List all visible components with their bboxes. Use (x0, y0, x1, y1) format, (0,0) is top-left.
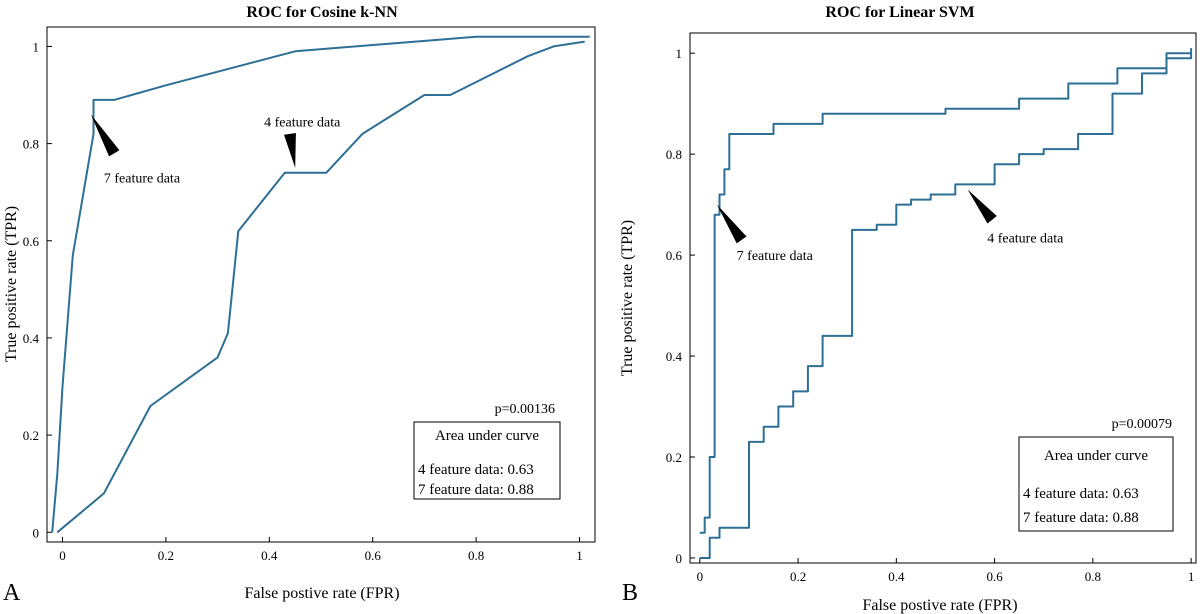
y-tick-label: 0 (33, 525, 40, 540)
y-tick-label: 1 (676, 46, 683, 61)
plot-frame (46, 26, 596, 543)
panel-label: B (622, 580, 638, 606)
y-tick-label: 0.2 (23, 428, 39, 443)
x-tick-label: 0 (697, 569, 704, 584)
chart-title: ROC for Linear SVM (825, 4, 974, 21)
legend-box (1018, 436, 1174, 532)
x-axis-label: False postive rate (FPR) (862, 597, 1017, 614)
x-tick-label: 1 (1188, 569, 1195, 584)
legend-entry: 7 feature data: 0.88 (1023, 510, 1139, 526)
annotation-label: 4 feature data (264, 116, 341, 131)
x-tick-label: 0.6 (365, 548, 382, 563)
legend-box (413, 421, 561, 500)
annotation-arrow (717, 204, 747, 244)
annotation-arrow (90, 114, 120, 157)
y-axis-label: True positive rate (TPR) (619, 220, 636, 376)
roc-knn-chart: ROC for Cosine k-NN 0 0.2 0.4 0.6 0.8 1 0 0.2 0… (3, 4, 596, 606)
y-tick-label: 0.8 (23, 137, 39, 152)
annotation-label: 4 feature data (987, 231, 1064, 246)
roc-curve-7-feature-data (699, 48, 1193, 534)
y-tick-label: 0.8 (666, 147, 682, 162)
x-axis-label: False postive rate (FPR) (244, 585, 399, 602)
y-tick-label: 0.6 (666, 248, 683, 263)
legend-entry: 4 feature data: 0.63 (1023, 486, 1139, 502)
x-tick-label: 0.4 (261, 548, 278, 563)
x-tick-label: 0.6 (986, 569, 1003, 584)
y-tick-label: 0 (676, 551, 683, 566)
annotation-label: 7 feature data (737, 249, 814, 264)
x-tick-label: 0.4 (888, 569, 905, 584)
y-tick-label: 0.2 (666, 450, 682, 465)
p-value: p=0.00136 (495, 402, 555, 417)
annotation-label: 7 feature data (104, 171, 181, 186)
legend-title: Area under curve (1044, 448, 1148, 464)
x-tick-label: 0.2 (158, 548, 174, 563)
y-tick-label: 1 (33, 39, 40, 54)
x-tick-label: 0 (59, 548, 66, 563)
legend-entry: 4 feature data: 0.63 (418, 462, 534, 478)
roc-curve-7-feature-data (51, 35, 590, 533)
x-tick-label: 0.8 (468, 548, 484, 563)
y-tick-label: 0.6 (23, 234, 40, 249)
y-tick-label: 0.4 (23, 331, 40, 346)
annotation-arrow (967, 189, 997, 224)
x-tick-label: 0.2 (790, 569, 806, 584)
annotation-arrow (284, 133, 296, 168)
y-axis-label: True positive rate (TPR) (3, 206, 20, 362)
legend-entry: 7 feature data: 0.88 (418, 482, 534, 498)
roc-curve-4-feature-data (699, 53, 1193, 559)
chart-title: ROC for Cosine k-NN (246, 4, 398, 21)
plot-frame (689, 32, 1197, 564)
x-tick-label: 0.8 (1085, 569, 1101, 584)
panel-label: A (3, 580, 21, 606)
roc-svm-chart: ROC for Linear SVM 0 0.2 0.4 0.6 0.8 1 0 0.2 0.… (619, 4, 1197, 614)
x-tick-label: 1 (576, 548, 583, 563)
roc-curve-4-feature-data (56, 40, 585, 534)
y-tick-label: 0.4 (666, 349, 683, 364)
legend-title: Area under curve (435, 428, 539, 444)
p-value: p=0.00079 (1112, 417, 1172, 432)
